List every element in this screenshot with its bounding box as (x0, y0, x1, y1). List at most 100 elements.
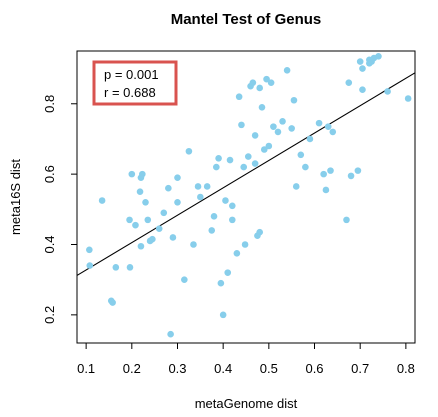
x-tick-label: 0.6 (305, 361, 323, 376)
data-point (137, 242, 145, 250)
y-axis: 0.2 0.4 0.6 0.8 (42, 95, 77, 324)
data-point (359, 65, 366, 72)
data-point (155, 225, 163, 232)
p-value-label: p = 0.001 (104, 67, 159, 82)
data-point (267, 79, 275, 86)
data-point (251, 160, 259, 167)
data-point (241, 241, 249, 248)
data-point (174, 174, 181, 181)
data-point (167, 330, 174, 338)
data-point (327, 167, 334, 174)
data-point (149, 235, 156, 243)
x-tick-label: 0.3 (168, 361, 186, 376)
data-point (288, 125, 295, 132)
trendline-layer (76, 72, 416, 276)
x-axis: 0.1 0.2 0.3 0.4 0.5 0.6 0.7 0.8 (77, 343, 415, 376)
data-point (233, 249, 241, 257)
data-point (228, 202, 236, 210)
stats-annotation: p = 0.001 r = 0.688 (92, 60, 178, 106)
y-tick-label: 0.4 (42, 235, 57, 253)
data-point (375, 52, 382, 60)
data-point (320, 170, 327, 178)
data-point (235, 93, 243, 101)
y-tick-label: 0.6 (42, 165, 57, 183)
data-point (256, 84, 264, 92)
data-point (263, 75, 270, 83)
y-tick-label: 0.2 (42, 306, 57, 324)
data-point (292, 183, 300, 190)
data-point (217, 279, 225, 287)
data-points (86, 52, 412, 338)
data-point (142, 198, 149, 206)
chart-title: Mantel Test of Genus (171, 11, 322, 28)
data-point (210, 213, 218, 220)
data-point (359, 86, 366, 93)
x-tick-label: 0.5 (260, 361, 278, 376)
data-point (228, 216, 236, 224)
data-point (238, 121, 245, 129)
data-point (144, 216, 152, 224)
data-point (169, 234, 177, 241)
data-point (290, 96, 298, 104)
data-point (98, 197, 106, 204)
data-point (86, 246, 93, 254)
data-point (194, 183, 202, 190)
data-point (329, 128, 337, 136)
data-point (197, 193, 204, 201)
data-point (215, 155, 222, 162)
y-axis-label: meta16S dist (8, 159, 23, 235)
data-point (244, 153, 252, 160)
data-point (322, 186, 330, 194)
data-point (224, 269, 232, 276)
data-point (126, 264, 134, 271)
data-point (384, 88, 391, 95)
data-point (297, 151, 305, 159)
data-point (347, 172, 355, 180)
data-point (279, 118, 286, 125)
data-point (203, 183, 211, 190)
x-tick-label: 0.2 (123, 361, 141, 376)
data-point (324, 123, 332, 130)
data-point (251, 132, 259, 139)
data-point (174, 198, 181, 206)
data-point (356, 58, 364, 65)
data-point (126, 216, 133, 224)
data-point (226, 156, 234, 164)
data-point (249, 79, 257, 86)
data-point (219, 311, 227, 319)
data-point (240, 163, 248, 171)
trendline (76, 72, 416, 276)
stats-annotation-border (92, 60, 178, 106)
x-tick-label: 0.8 (397, 361, 415, 376)
data-point (270, 123, 277, 130)
data-point (213, 163, 220, 171)
data-point (139, 170, 146, 178)
data-point (302, 163, 309, 171)
data-point (265, 142, 273, 150)
x-axis-label: metaGenome dist (195, 396, 298, 411)
data-point (345, 79, 353, 86)
data-point (274, 128, 282, 136)
data-point (260, 146, 268, 153)
data-point (160, 209, 168, 217)
data-point (258, 103, 266, 111)
data-point (306, 135, 314, 143)
data-point (404, 95, 412, 102)
plot-frame (76, 50, 416, 344)
data-point (132, 221, 139, 229)
data-point (222, 197, 229, 204)
data-point (128, 170, 136, 178)
x-tick-label: 0.4 (214, 361, 232, 376)
data-point (343, 216, 350, 224)
data-point (256, 228, 264, 236)
x-tick-label: 0.1 (77, 361, 95, 376)
data-point (283, 67, 291, 74)
data-point (181, 276, 188, 283)
data-point (136, 188, 144, 196)
data-point (109, 299, 116, 306)
data-point (354, 167, 362, 174)
y-tick-label: 0.8 (42, 95, 57, 113)
x-tick-label: 0.7 (351, 361, 369, 376)
data-point (208, 227, 216, 234)
